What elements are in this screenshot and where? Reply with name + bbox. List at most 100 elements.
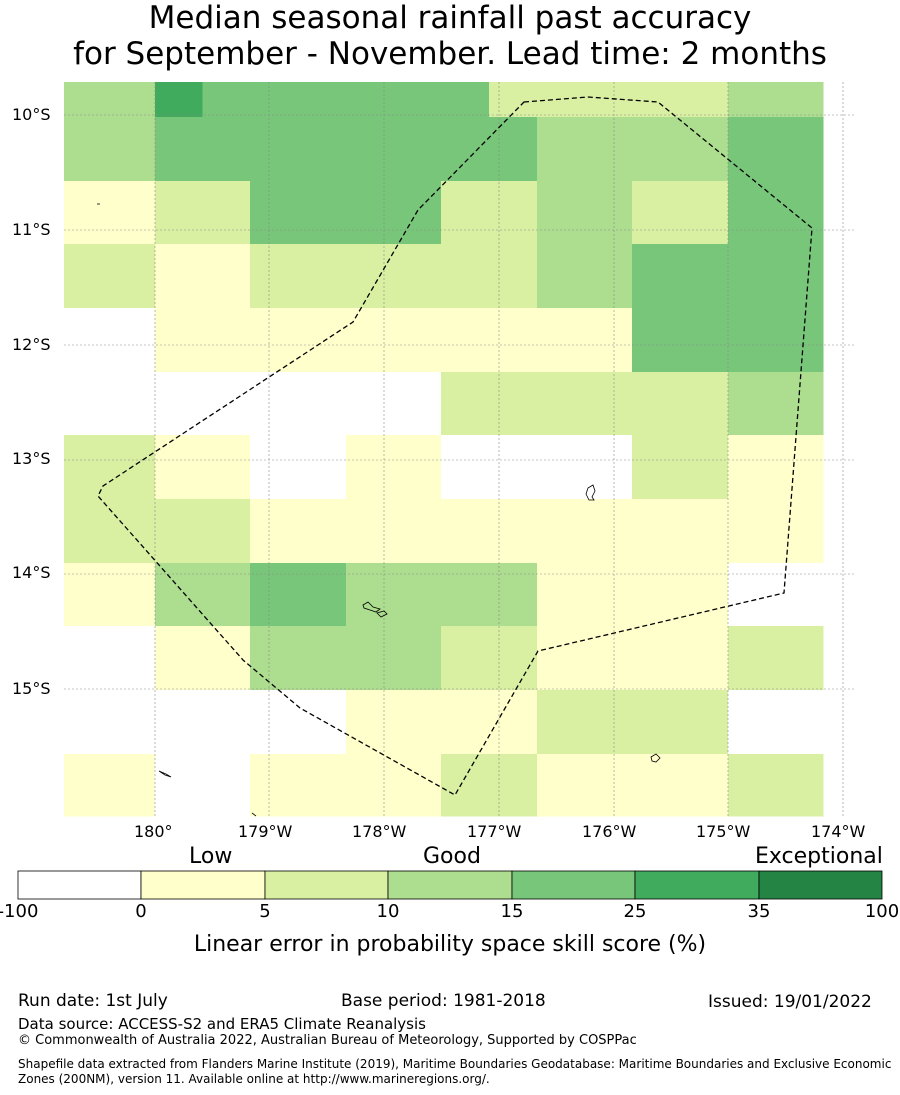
skill-cell [393, 563, 442, 627]
skill-cell [202, 499, 251, 564]
skill-cell [202, 435, 251, 500]
skill-cell [202, 117, 251, 182]
colorbar-tick-label: 35 [747, 901, 771, 922]
skill-cell [775, 690, 824, 755]
skill-cell [64, 308, 110, 373]
lat-label: 15°S [12, 679, 51, 698]
skill-cell [441, 626, 490, 691]
data-source: Data source: ACCESS-S2 and ERA5 Climate … [18, 1015, 426, 1033]
skill-cell [775, 435, 824, 500]
issued-date: Issued: 19/01/2022 [708, 992, 872, 1012]
skill-cell [632, 626, 681, 691]
skill-cell [680, 754, 729, 817]
skill-cell [202, 181, 251, 245]
skill-cell [298, 563, 347, 627]
skill-cell [250, 117, 299, 182]
colorbar-tick-label: 15 [500, 901, 524, 922]
colorbar-segment [634, 870, 760, 900]
skill-cell [64, 435, 110, 500]
skill-cell [489, 499, 538, 564]
skill-cell [728, 690, 776, 755]
skill-cell [250, 499, 299, 564]
skill-cell [346, 82, 394, 118]
skill-cell [250, 82, 299, 118]
skill-cell [775, 372, 824, 436]
island-outline [376, 610, 388, 618]
skill-cell [775, 82, 824, 118]
skill-cell [584, 563, 633, 627]
skill-cell [155, 82, 203, 118]
skill-cell [393, 372, 442, 436]
skill-cell [680, 563, 729, 627]
island-outline [362, 601, 381, 613]
skill-cell [250, 435, 299, 500]
colorbar-tick-label: 5 [259, 901, 271, 922]
skill-cell [298, 117, 347, 182]
skill-cell [202, 308, 251, 373]
skill-cell [64, 244, 110, 309]
skill-cell [202, 82, 251, 118]
chart-title-line-1: Median seasonal rainfall past accuracy [148, 0, 752, 36]
skill-cell [393, 435, 442, 500]
skill-cell [680, 181, 729, 245]
skill-cell [775, 117, 824, 182]
skill-cell [632, 82, 681, 118]
skill-cell [109, 82, 156, 118]
skill-cell [155, 563, 203, 627]
base-period: Base period: 1981-2018 [341, 991, 546, 1011]
skill-cell [632, 563, 681, 627]
skill-cell [632, 308, 681, 373]
skill-cell [298, 626, 347, 691]
skill-cell [346, 690, 394, 755]
skill-cell [680, 82, 729, 118]
skill-cell [728, 372, 776, 436]
skill-cell [489, 563, 538, 627]
skill-cell [346, 435, 394, 500]
skill-cell [537, 754, 585, 817]
skill-cell [775, 181, 824, 245]
skill-map [64, 70, 900, 830]
skill-cell [250, 754, 299, 817]
shapefile-credit-line-2: Zones (200NM), version 11. Available onl… [18, 1072, 490, 1086]
skill-cell [346, 181, 394, 245]
skill-cell [775, 499, 824, 564]
skill-cell [728, 308, 776, 373]
skill-cell [441, 372, 490, 436]
lat-label: 11°S [12, 220, 51, 239]
skill-cell [728, 244, 776, 309]
skill-cell [109, 181, 156, 245]
lat-label: 10°S [12, 105, 51, 124]
skill-cell [441, 563, 490, 627]
skill-cell [109, 244, 156, 309]
skill-cell [584, 499, 633, 564]
skill-cell [109, 372, 156, 436]
skill-cell [202, 626, 251, 691]
skill-cell [489, 626, 538, 691]
skill-cell [537, 626, 585, 691]
skill-cell [64, 626, 110, 691]
lon-label: 175°W [696, 822, 751, 841]
skill-cell [393, 690, 442, 755]
map-margin [854, 70, 900, 830]
lon-label: 179°W [238, 822, 293, 841]
skill-cell [489, 754, 538, 817]
skill-cell [537, 499, 585, 564]
skill-cell [64, 563, 110, 627]
colorbar-word-good: Good [423, 844, 481, 869]
skill-cell [584, 435, 633, 500]
colorbar-boxes [17, 870, 883, 900]
skill-cell [680, 117, 729, 182]
colorbar-segment [387, 870, 513, 900]
skill-cell [109, 117, 156, 182]
skill-cell [155, 499, 203, 564]
skill-cell [537, 308, 585, 373]
eez-boundary [97, 96, 813, 796]
shapefile-credit-line-1: Shapefile data extracted from Flanders M… [18, 1057, 892, 1071]
colorbar-segment [264, 870, 389, 900]
skill-cell [298, 372, 347, 436]
island-outline [585, 484, 596, 501]
skill-cell [202, 754, 251, 817]
skill-cell [728, 181, 776, 245]
skill-cell [109, 308, 156, 373]
colorbar-segment [758, 870, 883, 900]
